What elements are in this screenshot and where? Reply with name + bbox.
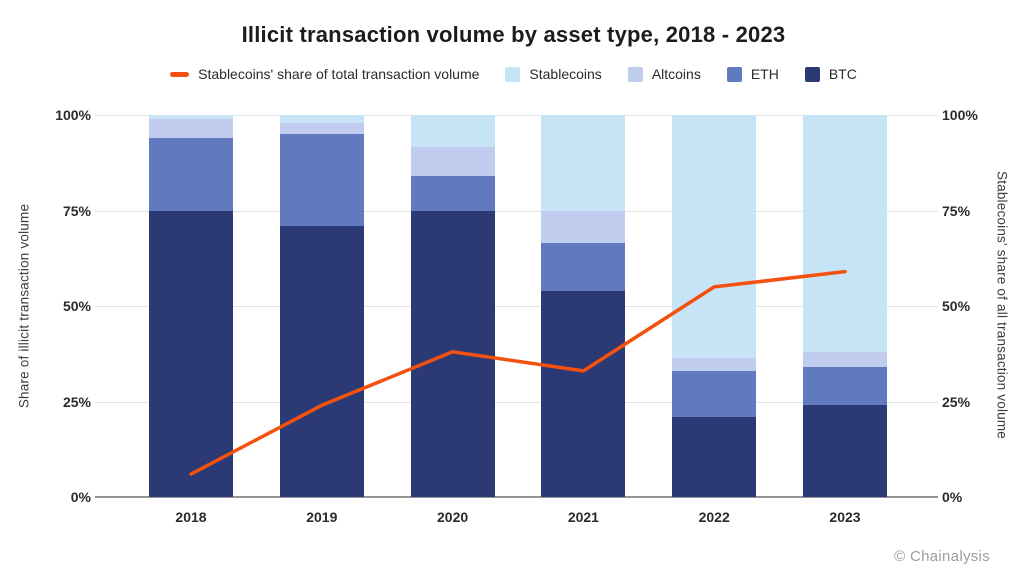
legend-item-btc: BTC (804, 66, 857, 82)
y-tick-left-75: 75% (62, 202, 91, 219)
x-tick-2022: 2022 (698, 509, 730, 525)
y-tick-left-100: 100% (55, 107, 91, 123)
bar-segment-2020-stablecoins (410, 115, 495, 148)
line-series-path (189, 269, 847, 476)
y-tick-right-50: 50% (942, 298, 971, 314)
x-tick-2020: 2020 (437, 509, 469, 525)
bar-segment-2021-eth (541, 242, 626, 291)
bar-segment-2019-stablecoins (279, 115, 364, 123)
y-tick-left-25: 25% (62, 393, 91, 410)
bar-segment-2020-eth (410, 176, 495, 211)
legend-label: BTC (828, 66, 857, 82)
bar-2022 (672, 115, 757, 497)
bar-segment-2023-stablecoins (803, 115, 887, 352)
eth-swatch-icon (726, 66, 742, 82)
right-axis-title: Stablecoins' share of all transaction vo… (994, 170, 1010, 440)
bar-segment-2020-altcoins (410, 147, 495, 177)
bar-segment-2021-stablecoins (541, 115, 626, 211)
legend-item-stablecoins-share-line: Stablecoins' share of total transaction … (170, 66, 479, 82)
x-axis-line (95, 496, 938, 498)
bar-segment-2018-btc (149, 210, 233, 497)
legend: Stablecoins' share of total transaction … (0, 66, 1027, 82)
x-tick-2023: 2023 (829, 509, 861, 525)
y-tick-right-100: 100% (942, 107, 978, 123)
bar-segment-2018-altcoins (149, 118, 233, 138)
bar-segment-2022-stablecoins (672, 115, 757, 358)
y-tick-right-75: 75% (942, 202, 971, 219)
page-title: Illicit transaction volume by asset type… (241, 22, 786, 47)
bar-2023 (803, 115, 887, 497)
legend-label: Stablecoins' share of total transaction … (198, 66, 480, 82)
x-tick-2018: 2018 (175, 509, 207, 525)
bar-segment-2023-btc (803, 405, 887, 497)
bar-2020 (410, 115, 495, 497)
bar-segment-2021-altcoins (541, 210, 626, 243)
gridline-100 (95, 115, 938, 116)
stablecoins-share-line-swatch-icon (170, 71, 190, 77)
y-tick-right-25: 25% (942, 393, 971, 410)
legend-label: Altcoins (651, 66, 701, 82)
legend-item-eth: ETH (726, 66, 779, 82)
left-axis-title: Share of illicit transaction volume (16, 203, 32, 409)
plot-area: 0% 0% 25% 25% 50% 50% 75% 75% 100% 100% 2018 2019 2… (55, 107, 978, 525)
bar-segment-2022-altcoins (672, 357, 757, 371)
bar-segment-2018-eth (149, 137, 233, 211)
y-tick-right-0: 0% (942, 489, 963, 505)
legend-item-altcoins: Altcoins (627, 66, 701, 82)
bar-segment-2023-altcoins (803, 351, 887, 368)
bar-segment-2023-eth (803, 367, 887, 406)
gridline-50 (95, 306, 938, 307)
y-tick-left-50: 50% (62, 298, 91, 314)
x-tick-2021: 2021 (567, 509, 599, 525)
gridline-75 (95, 210, 938, 212)
bar-segment-2022-btc (672, 416, 757, 497)
bar-segment-2021-btc (541, 290, 626, 497)
stablecoin-share-line (189, 269, 847, 476)
legend-label: ETH (750, 66, 779, 82)
altcoins-swatch-icon (627, 66, 643, 82)
bar-segment-2019-eth (279, 134, 364, 226)
bar-2021 (541, 115, 626, 497)
y-tick-left-0: 0% (70, 489, 91, 505)
bar-2018 (149, 115, 233, 497)
btc-swatch-icon (804, 66, 820, 82)
legend-item-stablecoins: Stablecoins (505, 66, 602, 82)
copyright-attribution: © Chainalysis (894, 548, 990, 565)
bar-2019 (279, 115, 364, 497)
stablecoins-swatch-icon (505, 66, 521, 82)
gridline-25 (95, 401, 938, 403)
legend-label: Stablecoins (529, 66, 602, 82)
bar-segment-2019-altcoins (279, 122, 364, 135)
bar-segment-2018-stablecoins (149, 115, 233, 119)
bar-segment-2022-eth (672, 370, 757, 417)
bar-segment-2019-btc (279, 225, 364, 497)
x-tick-2019: 2019 (306, 509, 338, 525)
bar-segment-2020-btc (410, 210, 495, 497)
